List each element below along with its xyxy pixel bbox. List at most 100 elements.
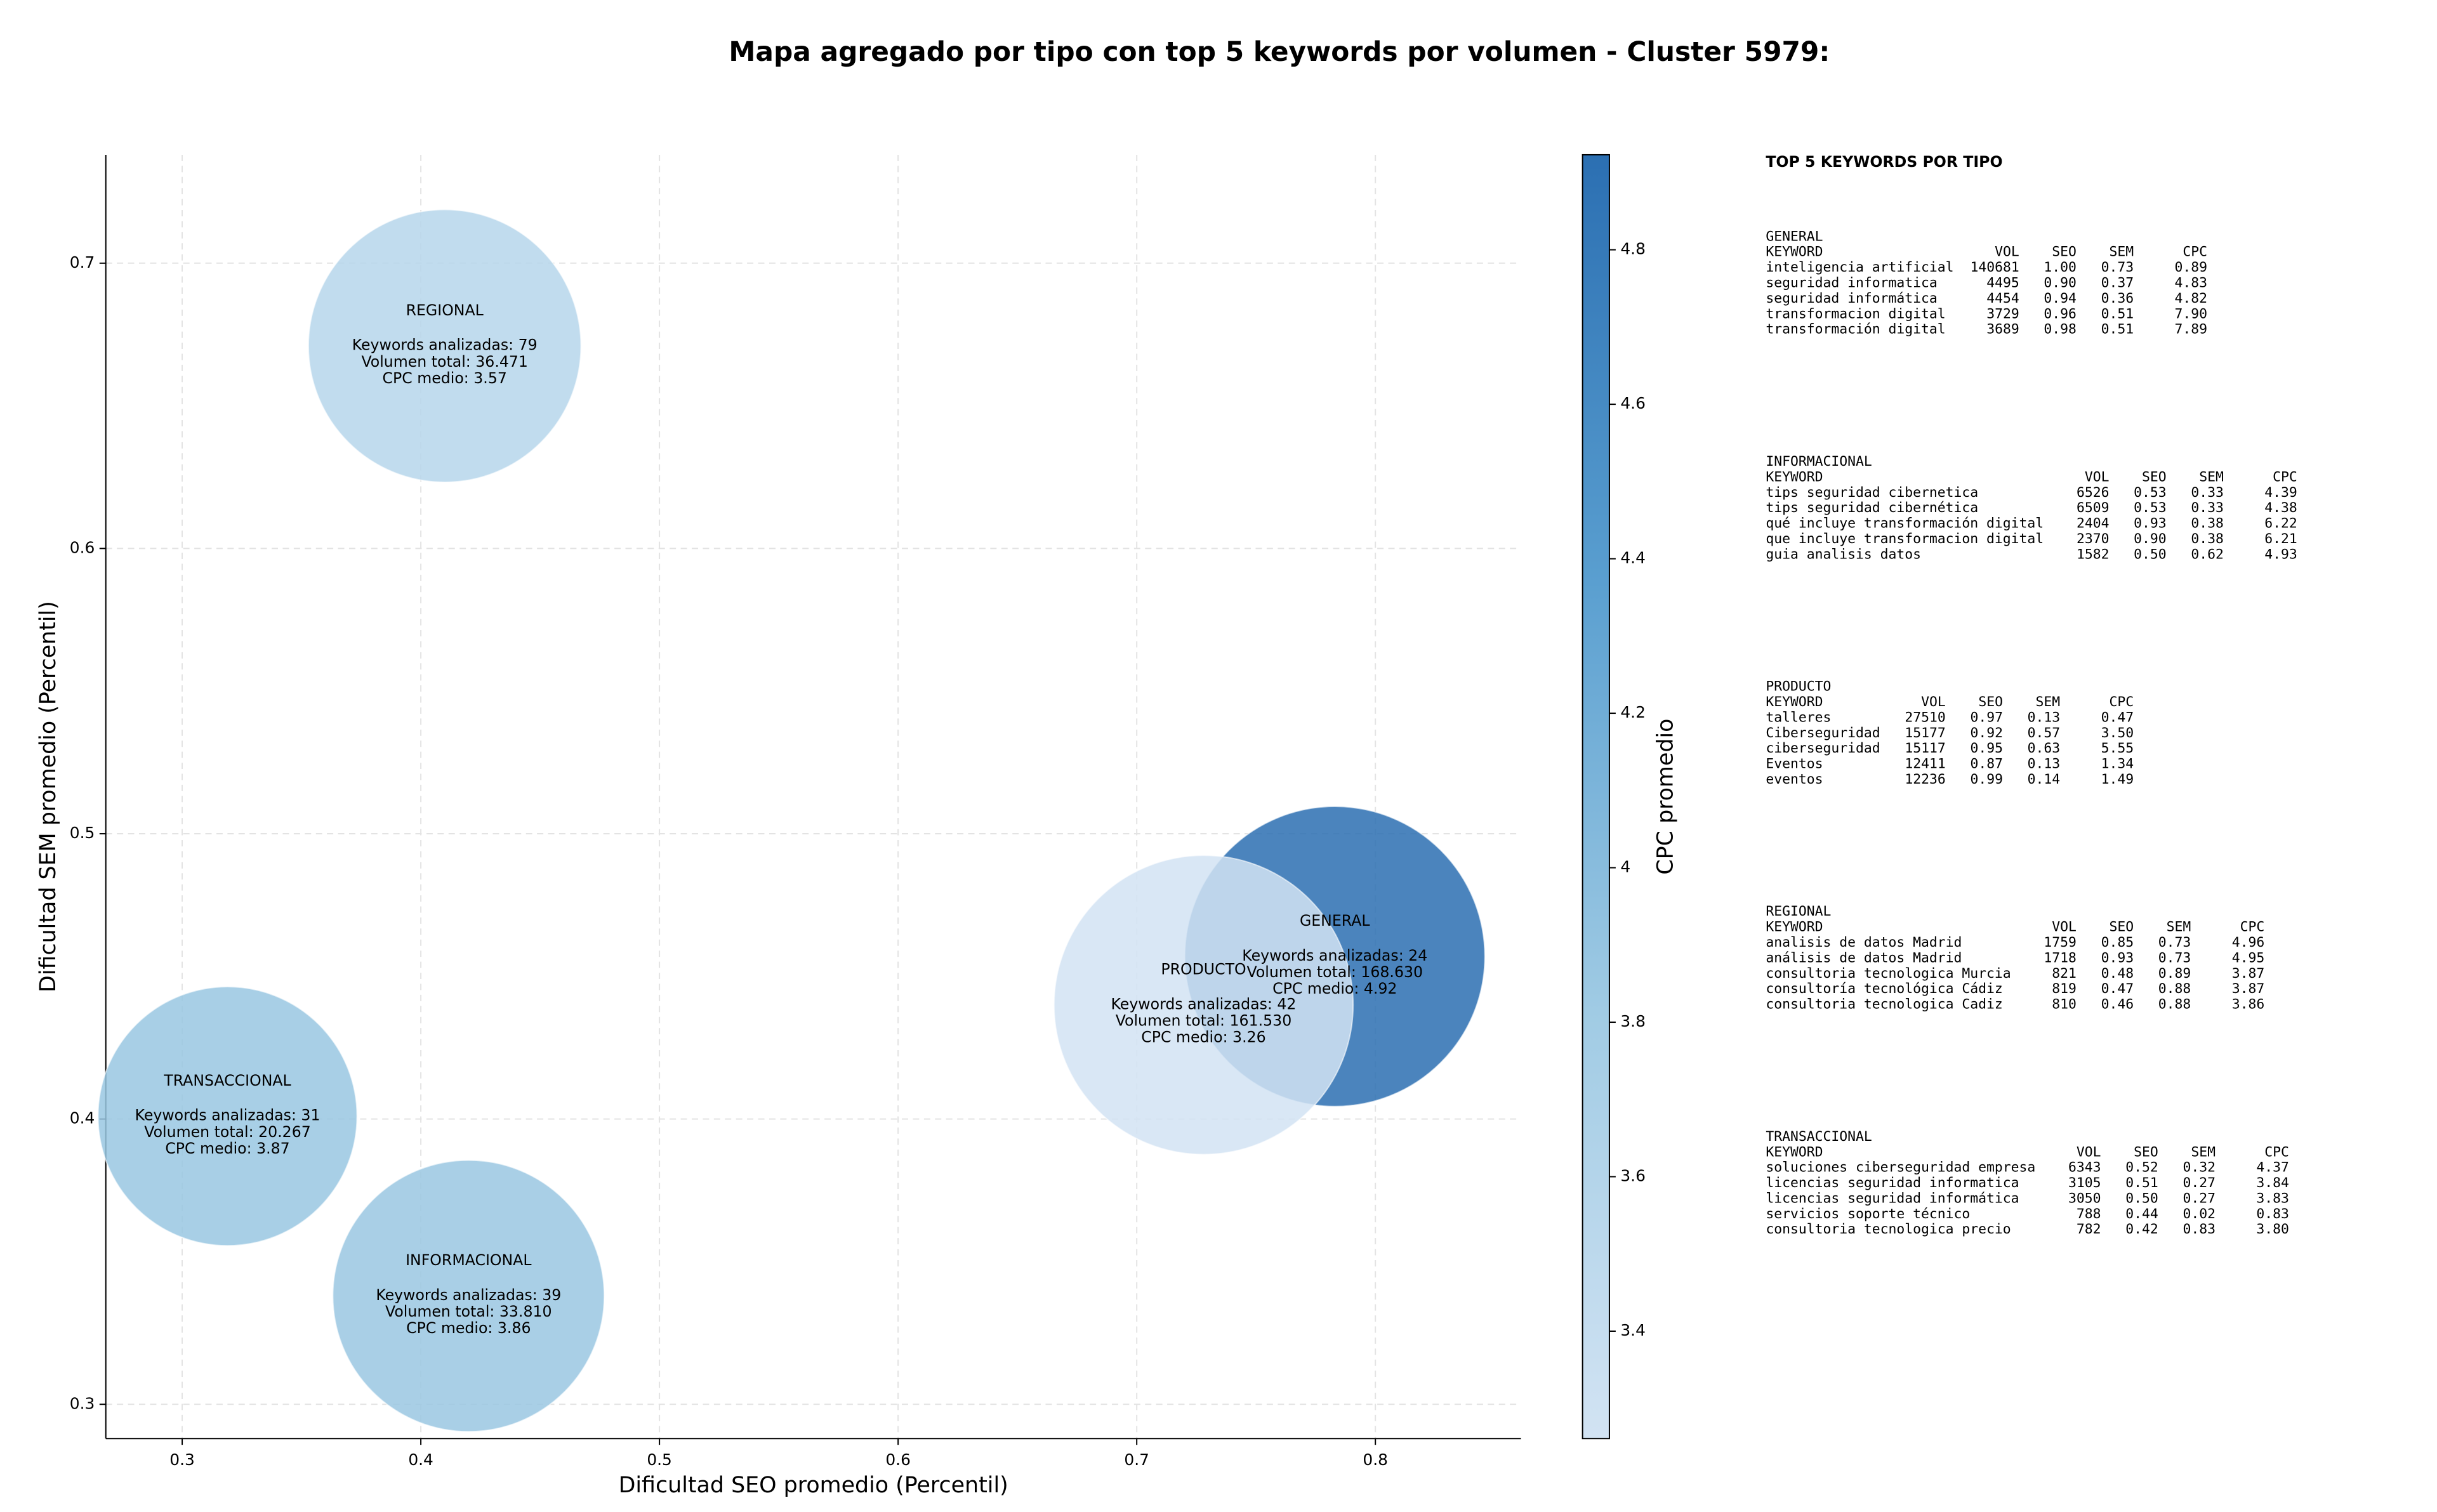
- cell-keyword: qué incluye transformación digital: [1766, 516, 2044, 532]
- column-header: KEYWORD: [1766, 244, 1823, 260]
- section-name: PRODUCTO: [1766, 679, 1831, 695]
- y-tick-label: 0.4: [70, 1109, 95, 1127]
- y-tick-label: 0.7: [70, 253, 95, 272]
- bubble: [332, 1159, 605, 1433]
- cell-keyword: consultoría tecnológica Cádiz: [1766, 981, 2002, 997]
- bubble-detail: Volumen total: 33.810: [385, 1303, 552, 1320]
- column-header: KEYWORD: [1766, 919, 1823, 935]
- cell-keyword: seguridad informatica: [1766, 275, 1937, 291]
- colorbar-tick-label: 4.4: [1620, 549, 1646, 567]
- cell-keyword: guia analisis datos: [1766, 546, 1921, 562]
- column-header: KEYWORD: [1766, 694, 1823, 710]
- cell-value: 3.83: [2256, 1190, 2289, 1206]
- cell-value: 3.87: [2232, 966, 2265, 982]
- cell-value: 3729: [1986, 306, 2019, 322]
- bubble-detail: Volumen total: 20.267: [144, 1123, 311, 1141]
- cell-keyword: licencias seguridad informatica: [1766, 1175, 2019, 1191]
- cell-value: 1.00: [2044, 260, 2077, 275]
- colorbar-tick-label: 4.6: [1620, 394, 1646, 412]
- column-header: VOL: [2085, 469, 2110, 485]
- column-header: CPC: [2109, 694, 2134, 710]
- cell-value: 3689: [1986, 322, 2019, 338]
- cell-value: 0.88: [2158, 981, 2191, 997]
- section-name: REGIONAL: [1766, 904, 1831, 919]
- column-header: VOL: [1921, 694, 1946, 710]
- chart-title: Mapa agregado por tipo con top 5 keyword…: [729, 36, 1830, 67]
- colorbar-tick-label: 4.8: [1620, 240, 1646, 258]
- column-header: CPC: [2240, 919, 2265, 935]
- bubble-name: INFORMACIONAL: [406, 1251, 532, 1269]
- column-header: SEM: [2191, 1144, 2216, 1160]
- cell-value: 0.51: [2101, 306, 2134, 322]
- cell-value: 0.98: [2044, 322, 2077, 338]
- cell-value: 4.95: [2232, 950, 2265, 966]
- cell-value: 0.83: [2256, 1206, 2289, 1222]
- cell-value: 0.32: [2183, 1160, 2216, 1176]
- column-header: SEO: [2109, 919, 2134, 935]
- cell-value: 0.90: [2134, 531, 2167, 547]
- column-header: SEO: [2052, 244, 2077, 260]
- bubble-detail: Keywords analizadas: 42: [1111, 995, 1296, 1013]
- cell-value: 0.13: [2028, 709, 2061, 725]
- cell-value: 0.51: [2125, 1175, 2158, 1191]
- column-header: KEYWORD: [1766, 1144, 1823, 1160]
- cell-value: 0.63: [2028, 740, 2061, 756]
- column-header: VOL: [2052, 919, 2077, 935]
- cell-value: 1759: [2044, 935, 2077, 950]
- section-name: TRANSACCIONAL: [1766, 1129, 1872, 1145]
- colorbar-tick-label: 3.6: [1620, 1167, 1646, 1185]
- cell-value: 0.47: [2101, 709, 2134, 725]
- cell-value: 0.88: [2158, 997, 2191, 1013]
- bubble-name: REGIONAL: [406, 301, 484, 319]
- cell-value: 6343: [2068, 1160, 2101, 1176]
- cell-value: 0.46: [2101, 997, 2134, 1013]
- cell-value: 0.53: [2134, 485, 2167, 501]
- cell-value: 788: [2077, 1206, 2101, 1222]
- bubble-detail: Volumen total: 36.471: [361, 353, 528, 371]
- cell-keyword: análisis de datos Madrid: [1766, 950, 1962, 966]
- colorbar-tick-label: 4: [1620, 858, 1630, 876]
- bubble-detail: CPC medio: 4.92: [1272, 980, 1397, 997]
- cell-value: 0.53: [2134, 500, 2167, 516]
- cell-value: 2404: [2077, 516, 2110, 532]
- cell-value: 0.73: [2158, 950, 2191, 966]
- cell-keyword: inteligencia artificial: [1766, 260, 1953, 275]
- y-tick-label: 0.6: [70, 538, 95, 556]
- cell-keyword: Eventos: [1766, 756, 1823, 772]
- cell-value: 12411: [1905, 756, 1945, 772]
- column-header: SEO: [2134, 1144, 2158, 1160]
- cell-keyword: consultoria tecnologica Murcia: [1766, 966, 2011, 982]
- cell-value: 27510: [1905, 709, 1945, 725]
- cell-value: 0.89: [2175, 260, 2208, 275]
- cell-value: 4.39: [2264, 485, 2297, 501]
- cell-value: 140681: [1970, 260, 2019, 275]
- cell-value: 6.21: [2264, 531, 2297, 547]
- cell-keyword: consultoria tecnologica precio: [1766, 1221, 2011, 1237]
- cell-value: 0.36: [2101, 291, 2134, 306]
- cell-keyword: consultoria tecnologica Cadiz: [1766, 997, 2002, 1013]
- column-header: SEO: [1978, 694, 2003, 710]
- cell-value: 0.51: [2101, 322, 2134, 338]
- cell-value: 0.52: [2125, 1160, 2158, 1176]
- cell-keyword: tips seguridad cibernética: [1766, 500, 1978, 516]
- colorbar-label: CPC promedio: [1653, 719, 1679, 875]
- cell-keyword: analisis de datos Madrid: [1766, 935, 1962, 950]
- cell-value: 12236: [1905, 772, 1945, 787]
- cell-value: 15177: [1905, 725, 1945, 741]
- y-tick-label: 0.5: [70, 824, 95, 842]
- cell-value: 0.96: [2044, 306, 2077, 322]
- cell-keyword: eventos: [1766, 772, 1823, 787]
- cell-value: 5.55: [2101, 740, 2134, 756]
- cell-value: 0.38: [2191, 531, 2224, 547]
- cell-value: 4.93: [2264, 546, 2297, 562]
- column-header: SEM: [2109, 244, 2134, 260]
- y-tick-label: 0.3: [70, 1394, 95, 1412]
- x-tick-label: 0.6: [885, 1450, 911, 1469]
- column-header: VOL: [2077, 1144, 2101, 1160]
- x-tick-label: 0.5: [647, 1450, 672, 1469]
- cell-value: 0.97: [1970, 709, 2003, 725]
- column-header: CPC: [2273, 469, 2297, 485]
- cell-value: 0.13: [2028, 756, 2061, 772]
- cell-value: 6526: [2077, 485, 2110, 501]
- cell-value: 0.99: [1970, 772, 2003, 787]
